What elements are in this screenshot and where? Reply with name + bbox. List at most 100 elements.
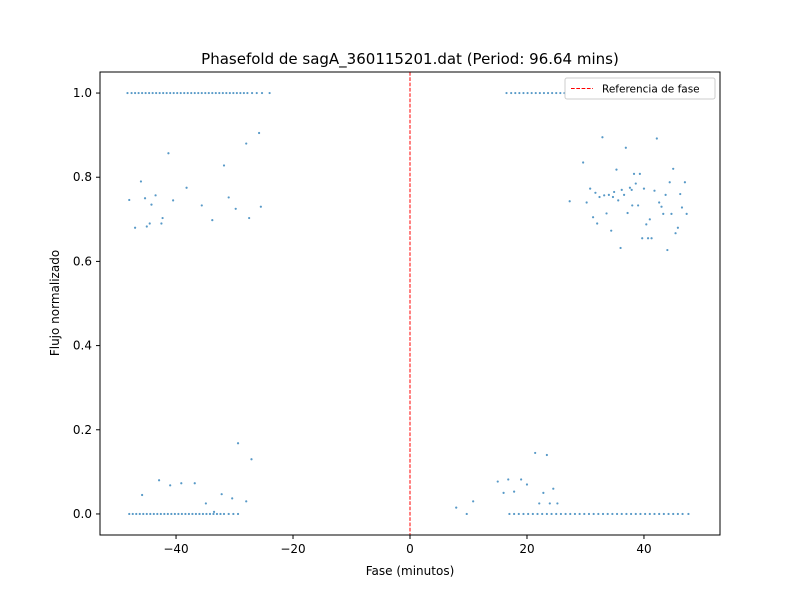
data-point [622, 193, 626, 197]
data-point [236, 442, 240, 445]
data-point [601, 512, 605, 516]
data-point [520, 478, 523, 481]
data-point [538, 91, 541, 95]
data-point [211, 219, 214, 222]
data-point [596, 222, 599, 225]
data-point [667, 512, 670, 516]
data-point [545, 453, 548, 457]
y-tick-label: 1.0 [73, 86, 92, 100]
data-point [204, 91, 207, 95]
data-point [545, 512, 548, 516]
data-point [551, 91, 554, 95]
data-point [582, 161, 585, 164]
data-point [221, 91, 224, 95]
data-point [260, 91, 264, 95]
data-point [496, 480, 499, 483]
data-point [662, 212, 665, 215]
data-point [611, 512, 614, 516]
data-point [204, 502, 207, 505]
data-point [578, 512, 581, 516]
legend-label: Referencia de fase [602, 84, 700, 96]
data-point [670, 212, 673, 215]
y-tick-label: 0.6 [73, 254, 92, 268]
data-point [165, 91, 168, 95]
data-point [193, 91, 196, 95]
data-point [194, 512, 198, 516]
data-point [208, 512, 212, 516]
data-point [222, 512, 226, 516]
data-point [228, 91, 231, 95]
data-point [239, 91, 242, 95]
data-point [198, 512, 201, 516]
data-point [646, 237, 650, 240]
data-point [130, 91, 133, 95]
data-point [205, 512, 208, 516]
data-point [526, 91, 529, 95]
data-point [167, 152, 170, 155]
data-point [234, 207, 237, 210]
data-point [133, 226, 137, 229]
data-point [133, 91, 137, 95]
data-point [170, 512, 173, 516]
data-point [172, 91, 175, 95]
y-axis: 0.0 0.2 0.4 0.6 0.8 1.0 [73, 86, 100, 521]
data-point [606, 512, 609, 516]
data-point [250, 458, 253, 461]
data-point [685, 212, 688, 215]
data-point [619, 246, 622, 250]
data-point [650, 237, 653, 240]
data-point [200, 204, 203, 207]
data-point [536, 512, 539, 516]
data-point [176, 91, 179, 95]
data-point [648, 512, 651, 516]
data-point [658, 201, 661, 204]
data-point [674, 232, 677, 235]
data-point [638, 172, 641, 175]
data-point [465, 512, 468, 516]
data-point [672, 512, 675, 516]
data-point [666, 248, 669, 252]
data-point [232, 91, 235, 95]
data-point [145, 512, 148, 516]
data-point [522, 512, 525, 516]
data-point [628, 186, 632, 189]
data-point [183, 91, 186, 95]
x-tick-label: −40 [163, 542, 188, 556]
data-point [594, 191, 597, 194]
data-point [242, 91, 245, 95]
legend: Referencia de fase [564, 77, 716, 100]
data-point [611, 195, 615, 199]
data-point [248, 216, 251, 220]
data-point [653, 189, 656, 192]
plot-area [126, 72, 690, 535]
data-point [227, 196, 230, 199]
data-point [250, 91, 254, 95]
data-point [159, 512, 162, 516]
data-point [232, 512, 235, 516]
data-point [517, 512, 520, 516]
data-point [555, 512, 558, 516]
data-point [156, 512, 159, 516]
data-point [190, 91, 193, 95]
data-point [180, 512, 183, 516]
data-point [550, 512, 553, 516]
data-point [613, 190, 616, 194]
data-point [644, 512, 647, 516]
data-point [227, 512, 230, 516]
data-point [668, 181, 671, 184]
data-point [255, 91, 258, 95]
data-point [155, 91, 158, 95]
data-point [186, 91, 189, 95]
data-point [648, 218, 651, 221]
data-point [151, 91, 154, 95]
data-point [193, 482, 196, 485]
data-point [222, 164, 226, 167]
data-point [634, 512, 637, 516]
data-point [142, 512, 145, 516]
data-point [218, 91, 221, 95]
y-tick-label: 0.8 [73, 170, 92, 184]
data-point [455, 506, 458, 509]
data-point [257, 131, 261, 135]
x-tick-label: −20 [280, 542, 305, 556]
